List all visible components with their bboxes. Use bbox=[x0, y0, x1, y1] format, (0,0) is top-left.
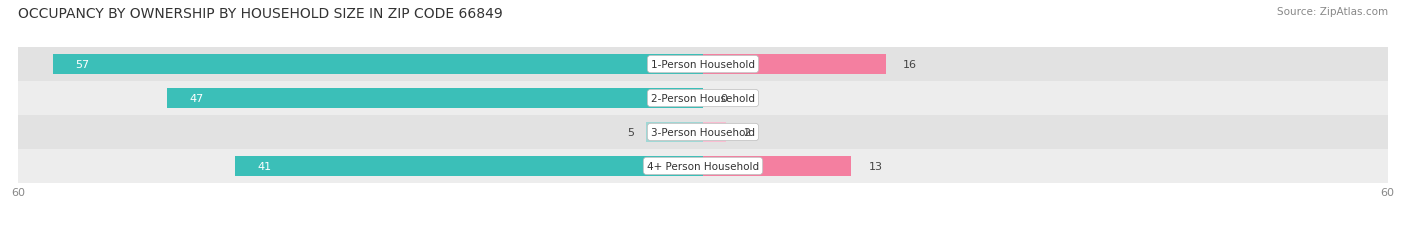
Bar bbox=[18, 48, 1388, 82]
Bar bbox=[167, 88, 703, 109]
Text: 2-Person Household: 2-Person Household bbox=[651, 94, 755, 103]
Text: 13: 13 bbox=[869, 161, 883, 171]
Bar bbox=[18, 82, 1388, 116]
Text: 1-Person Household: 1-Person Household bbox=[651, 60, 755, 70]
Bar bbox=[703, 55, 886, 75]
Text: 0: 0 bbox=[720, 94, 727, 103]
Bar bbox=[52, 55, 703, 75]
Text: 47: 47 bbox=[190, 94, 204, 103]
Text: 41: 41 bbox=[257, 161, 271, 171]
Text: 4+ Person Household: 4+ Person Household bbox=[647, 161, 759, 171]
Text: 2: 2 bbox=[742, 128, 749, 137]
Text: Source: ZipAtlas.com: Source: ZipAtlas.com bbox=[1277, 7, 1388, 17]
Bar bbox=[18, 149, 1388, 183]
Text: 16: 16 bbox=[903, 60, 917, 70]
Text: OCCUPANCY BY OWNERSHIP BY HOUSEHOLD SIZE IN ZIP CODE 66849: OCCUPANCY BY OWNERSHIP BY HOUSEHOLD SIZE… bbox=[18, 7, 503, 21]
Text: 3-Person Household: 3-Person Household bbox=[651, 128, 755, 137]
Bar bbox=[18, 116, 1388, 149]
Bar bbox=[703, 122, 725, 143]
Text: 5: 5 bbox=[627, 128, 634, 137]
Bar bbox=[235, 156, 703, 176]
Bar bbox=[703, 156, 852, 176]
Bar bbox=[645, 122, 703, 143]
Text: 57: 57 bbox=[76, 60, 90, 70]
